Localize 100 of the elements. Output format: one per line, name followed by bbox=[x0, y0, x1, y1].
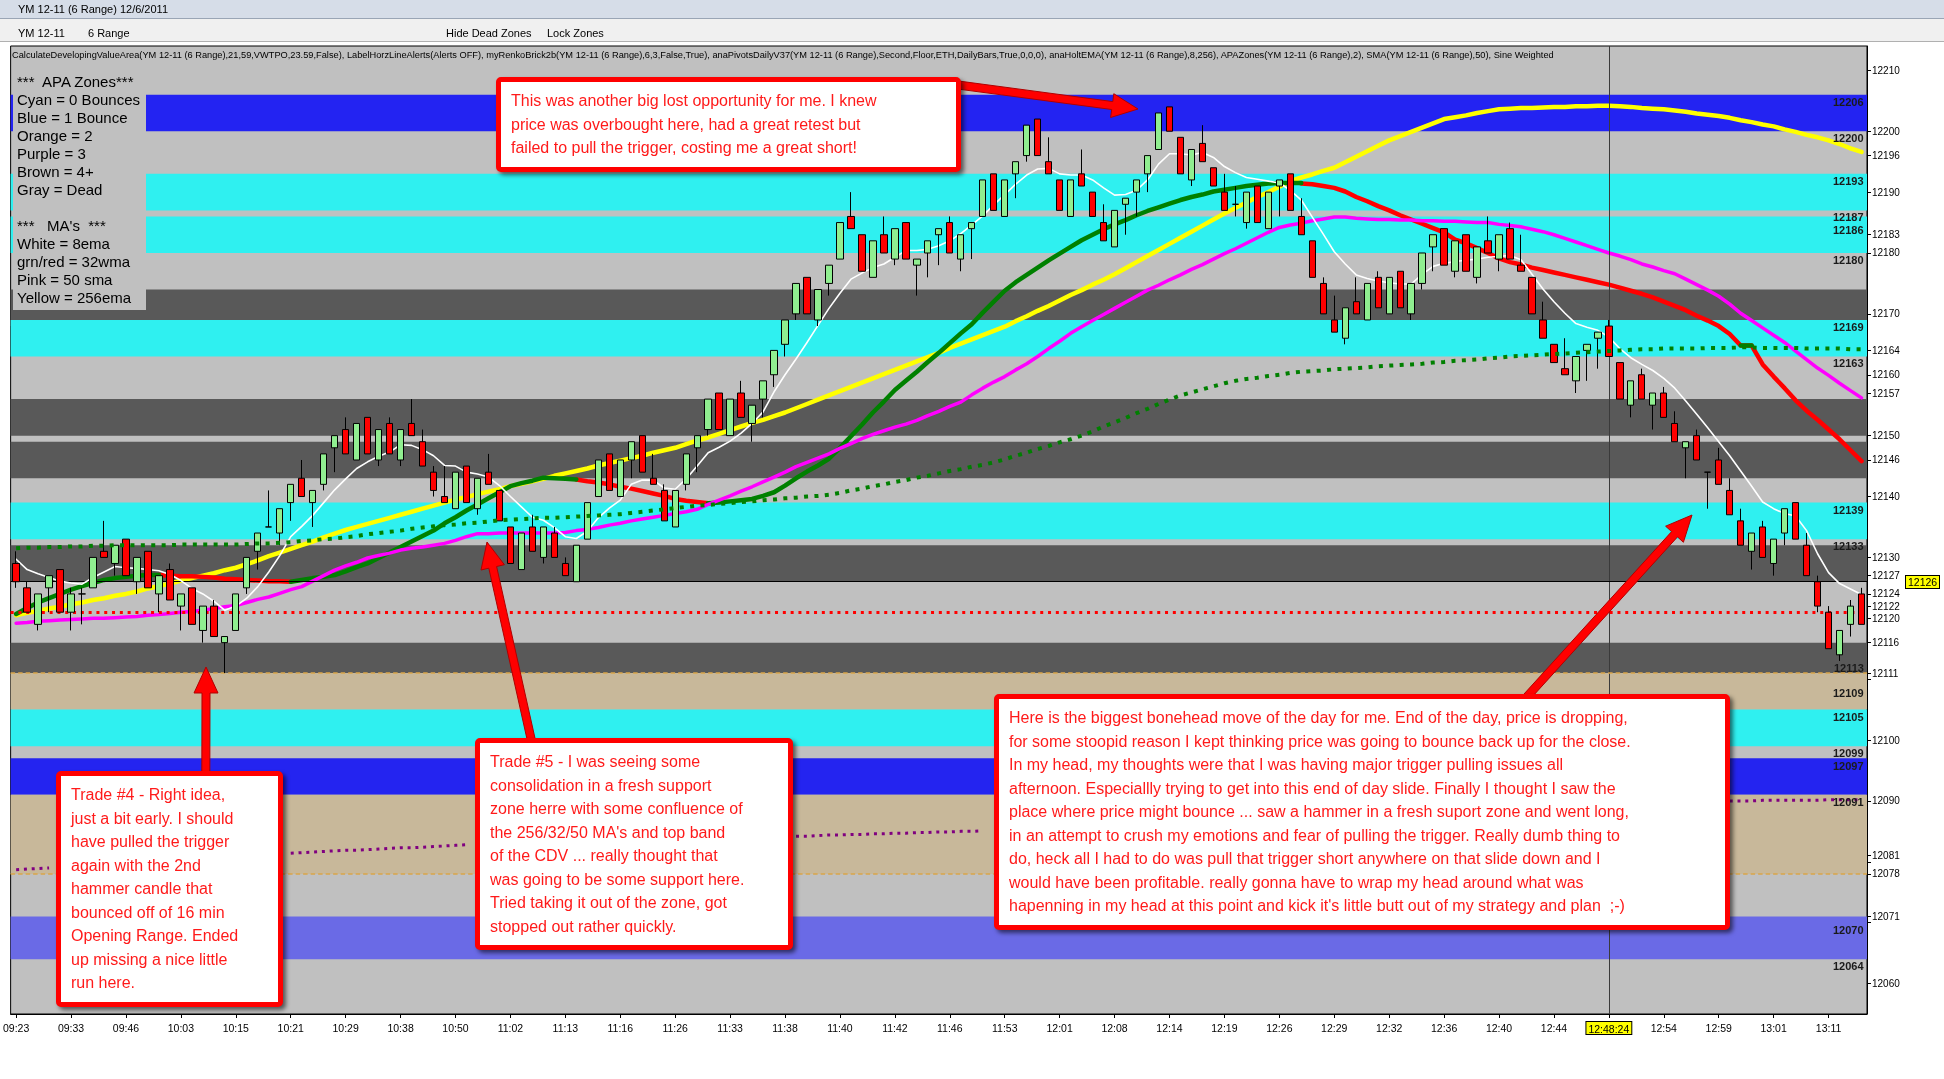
candlestick bbox=[452, 471, 459, 510]
candlestick bbox=[748, 404, 756, 443]
candlestick bbox=[990, 173, 997, 211]
candlestick bbox=[1364, 282, 1371, 321]
candlestick bbox=[1089, 191, 1096, 217]
candlestick bbox=[1792, 502, 1799, 540]
candlestick bbox=[847, 191, 855, 230]
y-tick-label: 12111 bbox=[1872, 667, 1899, 679]
candlestick bbox=[825, 264, 833, 297]
candlestick bbox=[759, 380, 767, 418]
candlestick bbox=[1649, 392, 1656, 431]
candlestick bbox=[1056, 179, 1063, 211]
candlestick bbox=[628, 441, 635, 479]
candlestick bbox=[1836, 629, 1843, 662]
candlestick bbox=[1847, 599, 1854, 638]
candlestick bbox=[1660, 386, 1667, 418]
x-tick-label: 09:33 bbox=[57, 1021, 85, 1034]
candlestick bbox=[1100, 203, 1107, 242]
candlestick bbox=[1484, 215, 1492, 254]
y-tick-label: 12180 bbox=[1872, 247, 1901, 259]
y-tick-label: 12078 bbox=[1872, 868, 1901, 880]
candlestick bbox=[902, 222, 910, 260]
candlestick bbox=[1012, 161, 1019, 199]
y-tick-label: 12140 bbox=[1872, 491, 1901, 503]
candlestick bbox=[1144, 155, 1151, 193]
candlestick bbox=[1188, 149, 1195, 187]
x-tick-label: 12:36 bbox=[1430, 1021, 1458, 1034]
annotation: 12193 bbox=[1833, 174, 1864, 187]
candlestick bbox=[1232, 185, 1239, 217]
candlestick bbox=[770, 349, 778, 388]
text: Hide Dead Zones bbox=[446, 26, 532, 40]
x-tick-label: 12:44 bbox=[1540, 1021, 1568, 1034]
annotation: 12169 bbox=[1833, 320, 1864, 333]
x-tick-label: 11:13 bbox=[552, 1021, 579, 1034]
text: Lock Zones bbox=[547, 26, 604, 40]
annotation: 12163 bbox=[1833, 357, 1864, 370]
candlestick bbox=[232, 593, 239, 631]
candlestick bbox=[1462, 234, 1470, 272]
candlestick bbox=[1375, 270, 1382, 309]
annotation: 12139 bbox=[1833, 503, 1864, 516]
x-tick-label: 12:54 bbox=[1650, 1021, 1678, 1034]
candlestick bbox=[397, 429, 404, 467]
x-tick-label: 12:08 bbox=[1101, 1021, 1128, 1034]
candlestick bbox=[1199, 124, 1206, 163]
candlestick bbox=[869, 240, 877, 278]
candlestick bbox=[496, 489, 503, 522]
y-tick-label: 12190 bbox=[1872, 186, 1901, 198]
annotation: This was another big lost opportunity for me. I knew price was overbought here, had a great retest but failed to pull the trigger, costing me a great short! bbox=[511, 91, 877, 158]
candlestick bbox=[639, 435, 646, 473]
candlestick bbox=[1616, 362, 1624, 400]
x-tick-label: 10:29 bbox=[332, 1021, 359, 1034]
annotation: 12064 bbox=[1833, 960, 1864, 973]
x-tick-label: 11:02 bbox=[497, 1021, 524, 1034]
candlestick bbox=[375, 429, 382, 467]
candlestick bbox=[1858, 587, 1865, 625]
candlestick bbox=[331, 435, 338, 473]
x-tick-label: 12:40 bbox=[1485, 1021, 1513, 1034]
candlestick bbox=[891, 228, 899, 266]
candlestick bbox=[485, 453, 492, 485]
candlestick bbox=[1440, 228, 1448, 266]
candlestick bbox=[1693, 429, 1700, 461]
y-tick-label: 12120 bbox=[1872, 612, 1901, 624]
x-tick-label: 11:42 bbox=[882, 1021, 908, 1034]
candlestick bbox=[100, 520, 108, 558]
candlestick bbox=[792, 282, 800, 321]
candlestick bbox=[880, 215, 888, 254]
candlestick bbox=[342, 416, 349, 455]
candlestick bbox=[683, 453, 690, 491]
y-tick-label: 12170 bbox=[1872, 308, 1901, 320]
candlestick bbox=[1418, 252, 1426, 291]
candlestick bbox=[1429, 234, 1437, 272]
candlestick bbox=[430, 465, 437, 498]
candlestick bbox=[661, 483, 668, 522]
candlestick bbox=[1528, 276, 1536, 315]
x-tick-label: 10:03 bbox=[167, 1021, 195, 1034]
candlestick bbox=[1210, 167, 1217, 187]
candlestick bbox=[309, 489, 316, 528]
candlestick bbox=[540, 526, 547, 564]
candlestick bbox=[1397, 270, 1404, 309]
candlestick bbox=[1243, 191, 1250, 230]
candlestick bbox=[320, 453, 327, 491]
x-tick-label: 09:46 bbox=[112, 1021, 140, 1034]
candlestick bbox=[1506, 222, 1514, 260]
candlestick bbox=[518, 532, 525, 571]
annotation: Trade #5 - I was seeing some consolidation in a fresh support zone herre with some confluence of the 256/32/50 MA's and top band of the CDV ... really thought that was going to be some support here. Tried taking it out of the zone, got stopped out rather quickly. bbox=[490, 752, 745, 937]
x-tick-label: 11:53 bbox=[991, 1021, 1018, 1034]
x-tick-label: 12:26 bbox=[1266, 1021, 1293, 1034]
candlestick bbox=[529, 514, 536, 552]
candlestick bbox=[298, 459, 305, 498]
candlestick bbox=[287, 483, 294, 522]
candlestick bbox=[122, 538, 130, 577]
candlestick bbox=[188, 587, 196, 625]
candlestick bbox=[1550, 343, 1558, 364]
x-tick-label: 11:40 bbox=[827, 1021, 853, 1034]
x-tick-label: 12:19 bbox=[1211, 1021, 1238, 1034]
candlestick bbox=[463, 465, 470, 504]
candlestick bbox=[946, 215, 953, 254]
candlestick bbox=[606, 453, 613, 491]
candlestick bbox=[737, 380, 745, 418]
x-tick-label: 12:14 bbox=[1156, 1021, 1183, 1034]
